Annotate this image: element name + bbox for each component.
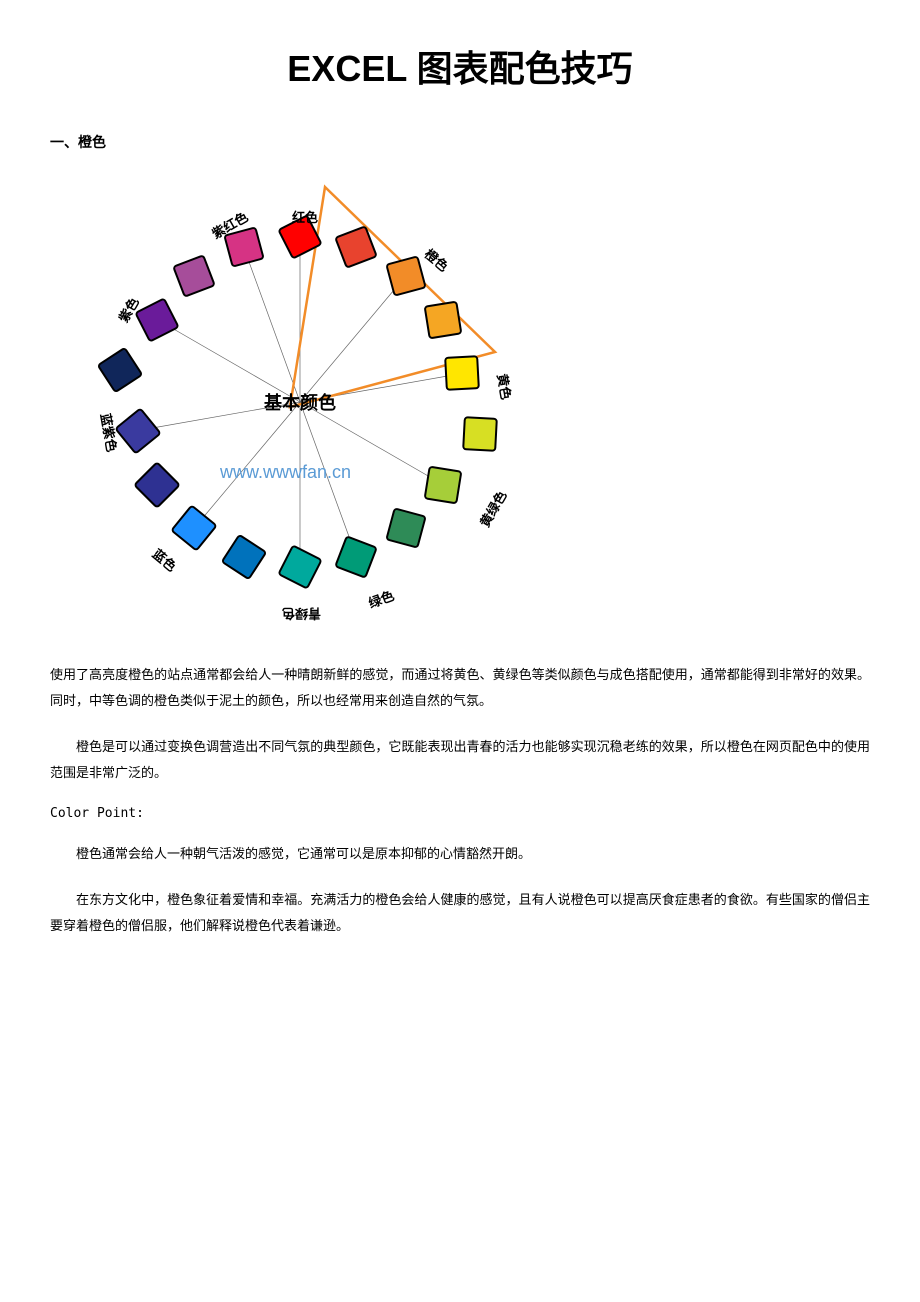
swatch-label: 蓝色: [149, 544, 181, 575]
color-point-label: Color Point:: [50, 806, 870, 821]
watermark-text: www.wwwfan.cn: [220, 462, 351, 483]
color-swatch: [334, 225, 378, 269]
color-swatch: [423, 300, 462, 339]
paragraph-3: 橙色通常会给人一种朝气活泼的感觉，它通常可以是原本抑郁的心情豁然开朗。: [50, 841, 870, 867]
wheel-center-label: 基本颜色: [264, 389, 336, 415]
color-swatch: [385, 508, 427, 550]
color-wheel-diagram: 基本颜色 www.wwwfan.cn 红色橙色黄色黄绿色绿色青绿色蓝色蓝紫色紫色…: [70, 172, 530, 632]
paragraph-4: 在东方文化中，橙色象征着爱情和幸福。充满活力的橙色会给人健康的感觉，且有人说橙色…: [50, 887, 870, 939]
color-swatch: [172, 254, 216, 298]
swatch-label: 橙色: [421, 243, 453, 274]
color-swatch: [170, 504, 218, 552]
swatch-label: 青绿色: [282, 605, 321, 624]
paragraph-1: 使用了高亮度橙色的站点通常都会给人一种晴朗新鲜的感觉，而通过将黄色、黄绿色等类似…: [50, 662, 870, 714]
paragraph-2: 橙色是可以通过变换色调营造出不同气氛的典型颜色，它既能表现出青春的活力也能够实现…: [50, 734, 870, 786]
color-swatch: [220, 534, 267, 581]
color-swatch: [385, 255, 427, 297]
swatch-label: 黄绿色: [474, 486, 510, 529]
color-swatch: [445, 355, 481, 391]
page-title: EXCEL 图表配色技巧: [50, 40, 870, 92]
color-swatch: [277, 544, 323, 590]
color-swatch: [423, 465, 462, 504]
color-swatch: [133, 460, 181, 508]
swatch-label: 黄色: [494, 372, 517, 401]
swatch-label: 蓝紫色: [96, 411, 121, 453]
swatch-label: 红色: [292, 207, 318, 226]
section-heading: 一、橙色: [50, 132, 870, 152]
swatch-label: 绿色: [366, 585, 397, 612]
color-swatch: [96, 347, 143, 394]
color-swatch: [462, 416, 498, 452]
color-swatch: [334, 535, 378, 579]
